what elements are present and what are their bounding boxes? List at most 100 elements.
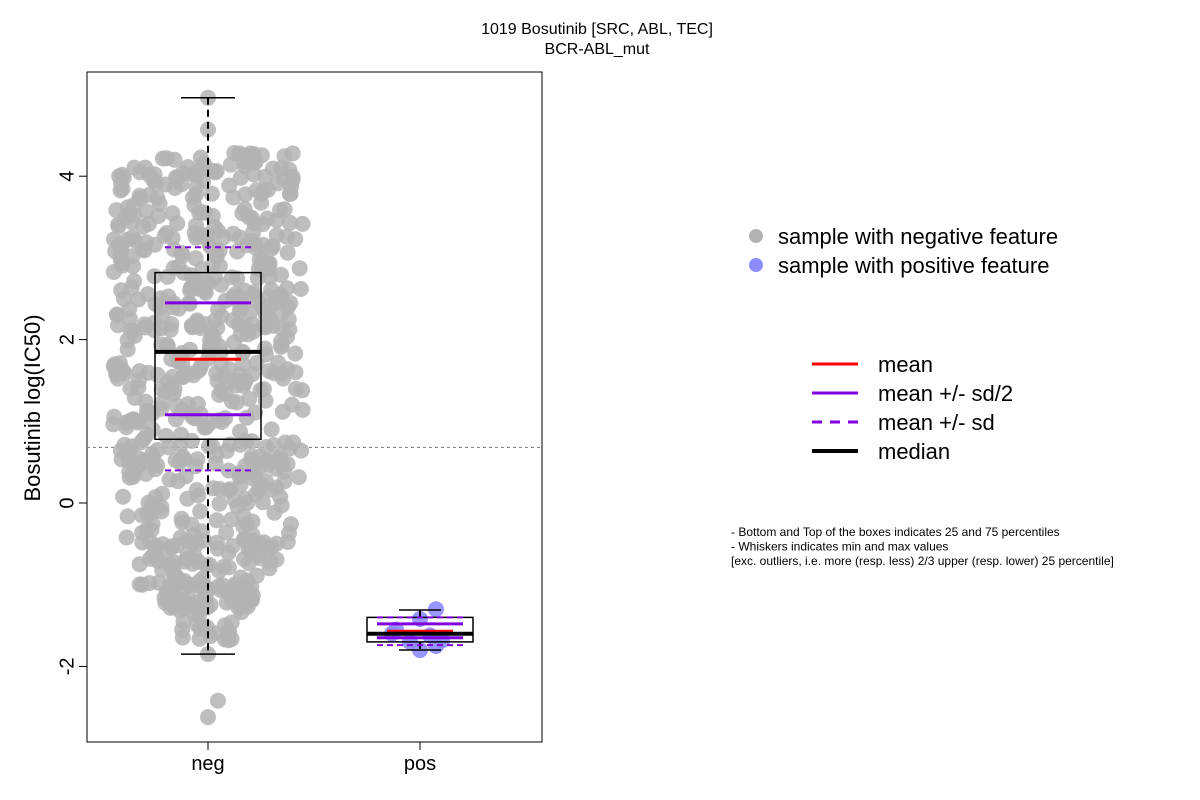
neg-point xyxy=(236,551,252,567)
neg-point xyxy=(275,370,292,387)
neg-point xyxy=(124,214,141,231)
neg-point xyxy=(294,382,311,399)
neg-point xyxy=(203,185,220,202)
neg-point xyxy=(285,434,302,451)
neg-point xyxy=(110,218,127,235)
neg-point xyxy=(220,559,237,576)
neg-point xyxy=(166,151,183,168)
neg-point xyxy=(164,205,181,222)
neg-point xyxy=(256,340,273,357)
neg-point xyxy=(263,240,280,257)
neg-point xyxy=(209,540,226,557)
neg-point xyxy=(211,495,228,512)
neg-point xyxy=(224,538,241,555)
neg-point xyxy=(210,578,227,595)
neg-point xyxy=(189,317,206,334)
footnote-line: - Whiskers indicates min and max values xyxy=(731,540,948,554)
neg-point xyxy=(119,508,136,525)
neg-point xyxy=(232,169,249,186)
neg-point xyxy=(158,383,175,400)
neg-point xyxy=(244,513,261,530)
neg-point xyxy=(225,189,242,206)
neg-point xyxy=(188,229,205,246)
neg-point xyxy=(210,301,227,318)
neg-point xyxy=(287,345,304,362)
neg-point xyxy=(208,248,225,265)
neg-point xyxy=(196,532,213,549)
neg-point xyxy=(265,160,281,177)
neg-point xyxy=(138,203,155,220)
neg-point xyxy=(294,401,311,418)
neg-point xyxy=(138,521,155,538)
neg-point xyxy=(106,408,123,425)
box-neg xyxy=(154,97,262,655)
neg-point xyxy=(192,503,209,520)
neg-point xyxy=(200,121,216,138)
legend-line-label: median xyxy=(878,439,950,464)
neg-point xyxy=(280,311,297,328)
neg-point xyxy=(167,180,183,196)
neg-point xyxy=(253,185,270,202)
legend-point-label: sample with negative feature xyxy=(778,224,1058,249)
neg-point xyxy=(131,556,148,573)
neg-point xyxy=(251,550,268,567)
neg-point xyxy=(139,286,156,303)
chart-title: 1019 Bosutinib [SRC, ABL, TEC] xyxy=(481,21,713,38)
neg-point xyxy=(188,217,204,234)
neg-point xyxy=(240,209,257,226)
neg-point xyxy=(191,630,208,647)
neg-point xyxy=(223,511,240,528)
neg-point xyxy=(268,479,285,496)
neg-point xyxy=(165,260,182,276)
neg-point xyxy=(292,281,309,297)
neg-point xyxy=(122,322,139,339)
neg-point xyxy=(282,214,298,231)
neg-point xyxy=(174,247,191,264)
neg-point xyxy=(244,433,261,450)
neg-point xyxy=(131,187,148,204)
neg-point xyxy=(196,419,213,436)
neg-point xyxy=(246,235,263,252)
neg-point xyxy=(231,464,248,481)
neg-point xyxy=(239,495,256,511)
neg-point xyxy=(173,510,190,527)
neg-point xyxy=(222,436,239,453)
neg-point xyxy=(121,442,137,459)
neg-point xyxy=(210,692,226,709)
legend-points: sample with negative feature sample with … xyxy=(749,224,1058,278)
neg-point xyxy=(287,364,304,381)
neg-point xyxy=(284,145,301,162)
neg-point xyxy=(197,274,214,291)
neg-point xyxy=(132,164,149,181)
neg-point xyxy=(188,482,205,498)
neg-point xyxy=(121,310,138,327)
neg-point xyxy=(129,414,146,431)
neg-point xyxy=(115,488,132,505)
neg-point xyxy=(108,202,125,219)
neg-point xyxy=(216,367,233,384)
neg-point xyxy=(180,589,197,606)
neg-point xyxy=(113,282,130,299)
neg-point xyxy=(174,621,191,638)
y-tick-label: 0 xyxy=(56,497,78,508)
neg-point xyxy=(153,503,170,520)
neg-point xyxy=(162,321,179,338)
x-tick-label-pos: pos xyxy=(404,753,436,775)
pos-point xyxy=(428,601,444,618)
neg-point xyxy=(223,393,240,410)
neg-point xyxy=(290,469,307,486)
neg-point xyxy=(183,432,200,449)
neg-point xyxy=(122,380,139,397)
x-tick-label-neg: neg xyxy=(191,753,224,775)
neg-point xyxy=(154,562,171,578)
footnote-line: [exc. outliers, i.e. more (resp. less) 2… xyxy=(731,554,1114,568)
neg-point xyxy=(139,402,155,419)
neg-point xyxy=(226,491,243,508)
neg-point xyxy=(110,317,126,334)
neg-point xyxy=(262,311,279,327)
neg-point xyxy=(231,303,248,320)
neg-point xyxy=(276,463,293,480)
neg-point xyxy=(268,294,285,311)
neg-point xyxy=(291,260,308,277)
